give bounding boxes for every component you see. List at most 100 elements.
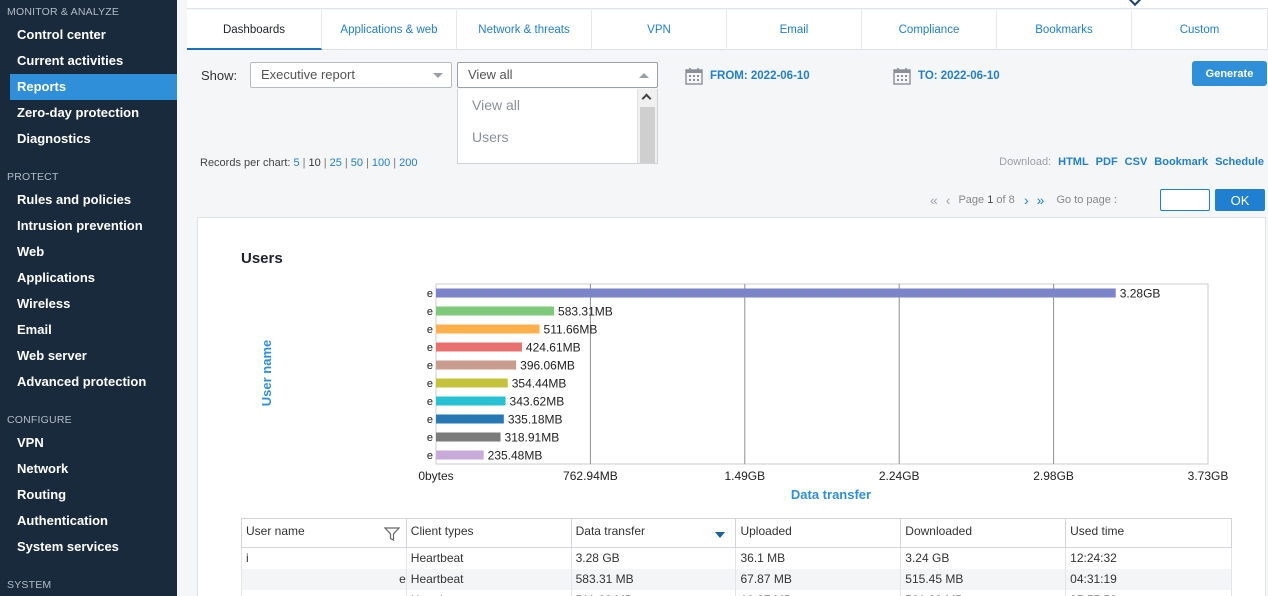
tab-dashboards[interactable]: Dashboards [187, 10, 322, 50]
scrollbar-thumb[interactable] [640, 107, 655, 163]
sidebar-item-control-center[interactable]: Control center [17, 27, 106, 42]
y-tick-label: e [427, 378, 433, 390]
separator: | [366, 157, 369, 169]
column-header-used-time[interactable]: Used time [1065, 518, 1232, 548]
y-tick-label: e [427, 414, 433, 426]
pagination: « ‹ Page 1 of 8 › » Go to page : [930, 190, 1117, 210]
bar[interactable] [436, 324, 540, 334]
download-label: Download: [999, 156, 1052, 168]
cell-user-name: i [241, 547, 407, 569]
sidebar-item-wireless[interactable]: Wireless [17, 296, 71, 311]
view-option-users[interactable]: Users [472, 129, 509, 145]
goto-label: Go to page : [1056, 194, 1117, 206]
report-type-select[interactable]: Executive report [250, 62, 452, 88]
bar-value-label: 511.66MB [544, 323, 598, 337]
sort-descending-icon[interactable] [715, 532, 726, 538]
x-tick-label: 0bytes [418, 469, 453, 483]
bar-value-label: 235.48MB [488, 449, 543, 463]
cell-client-types: Heartbeat [405, 589, 572, 596]
prev-page-icon[interactable]: ‹ [945, 192, 951, 208]
from-date-picker[interactable]: FROM: 2022-06-10 [685, 66, 810, 86]
bar[interactable] [436, 396, 506, 406]
tab-email[interactable]: Email [727, 10, 862, 50]
tab-custom[interactable]: Custom [1132, 10, 1268, 50]
bar[interactable] [436, 432, 501, 442]
records-option-200[interactable]: 200 [399, 157, 418, 169]
sidebar-item-zero-day-protection[interactable]: Zero-day protection [17, 105, 140, 120]
column-header-data-transfer[interactable]: Data transfer [570, 518, 737, 548]
bar[interactable] [436, 450, 484, 460]
sidebar-item-diagnostics[interactable]: Diagnostics [17, 131, 91, 146]
column-header-user-name[interactable]: User name [241, 518, 407, 548]
tab-network-threats[interactable]: Network & threats [457, 10, 592, 50]
sidebar-item-vpn[interactable]: VPN [17, 435, 44, 450]
generate-button[interactable]: Generate [1192, 61, 1267, 86]
filter-icon[interactable] [383, 527, 400, 541]
sidebar-item-web-server[interactable]: Web server [17, 348, 87, 363]
calendar-icon [893, 68, 911, 85]
next-page-icon[interactable]: › [1023, 192, 1029, 208]
report-tabs: Dashboards Applications & web Network & th… [187, 10, 1268, 50]
sidebar-item-rules-and-policies[interactable]: Rules and policies [17, 192, 132, 207]
sidebar-item-reports[interactable]: Reports [10, 74, 177, 100]
bar[interactable] [436, 378, 508, 388]
tab-bookmarks[interactable]: Bookmarks [997, 10, 1132, 50]
table-row[interactable]: Heartbeat511.66 MB10.37 MB501.29 MB05:55… [241, 589, 1232, 596]
users-bar-chart: 0bytes 762.94MB 1.49GB 2.24GB 2.98GB 3.73GB 3.… [259, 283, 1228, 502]
bar[interactable] [436, 360, 517, 370]
bar[interactable] [436, 288, 1116, 298]
cell-uploaded: 10.37 MB [735, 589, 902, 596]
chevron-down-icon[interactable] [1127, 0, 1143, 7]
sidebar-item-routing[interactable]: Routing [17, 487, 67, 502]
sidebar-item-advanced-protection[interactable]: Advanced protection [17, 374, 147, 389]
cell-data-transfer: 511.66 MB [570, 589, 737, 596]
sidebar-item-current-activities[interactable]: Current activities [17, 53, 124, 68]
sidebar-item-system-services[interactable]: System services [17, 539, 119, 554]
chevron-down-icon [433, 73, 443, 78]
tab-applications-web[interactable]: Applications & web [322, 10, 457, 50]
cell-downloaded: 515.45 MB [900, 568, 1067, 590]
to-date-picker[interactable]: TO: 2022-06-10 [893, 66, 1000, 86]
column-header-downloaded[interactable]: Downloaded [900, 518, 1067, 548]
tab-compliance[interactable]: Compliance [862, 10, 997, 50]
records-option-5[interactable]: 5 [293, 157, 300, 169]
view-select[interactable]: View all [457, 62, 658, 88]
column-header-client-types[interactable]: Client types [405, 518, 572, 548]
to-date-label: TO: 2022-06-10 [918, 70, 1000, 82]
column-header-label: Downloaded [905, 524, 973, 538]
table-row[interactable]: e Heartbeat 583.31 MB 67.87 MB 515.45 MB 04:3… [241, 568, 1232, 590]
goto-page-input[interactable] [1160, 189, 1210, 211]
last-page-icon[interactable]: » [1036, 192, 1045, 208]
sidebar-item-network[interactable]: Network [17, 461, 69, 476]
x-tick-label: 2.98GB [1033, 469, 1074, 483]
bar[interactable] [436, 306, 555, 316]
scroll-up-icon[interactable] [641, 93, 652, 104]
download-pdf-link[interactable]: PDF [1095, 156, 1118, 168]
first-page-icon[interactable]: « [930, 192, 938, 208]
x-axis-label: Data transfer [791, 487, 871, 502]
records-option-50[interactable]: 50 [350, 157, 363, 169]
sidebar-item-applications[interactable]: Applications [17, 270, 96, 285]
download-csv-link[interactable]: CSV [1124, 156, 1148, 168]
tab-vpn[interactable]: VPN [592, 10, 727, 50]
sidebar-item-intrusion-prevention[interactable]: Intrusion prevention [17, 218, 143, 233]
top-header-strip [187, 0, 1268, 9]
sidebar-item-web[interactable]: Web [17, 244, 45, 259]
bar[interactable] [436, 414, 504, 424]
download-html-link[interactable]: HTML [1058, 156, 1089, 168]
sidebar-item-email[interactable]: Email [17, 322, 52, 337]
records-option-10[interactable]: 10 [308, 157, 321, 169]
table-row[interactable]: i Heartbeat 3.28 GB 36.1 MB 3.24 GB 12:24:32 [241, 547, 1232, 569]
ok-button[interactable]: OK [1215, 189, 1265, 211]
records-option-25[interactable]: 25 [329, 157, 342, 169]
bar-value-label: 343.62MB [510, 395, 565, 409]
download-schedule-link[interactable]: Schedule [1215, 156, 1264, 168]
column-header-uploaded[interactable]: Uploaded [735, 518, 902, 548]
bar[interactable] [436, 342, 522, 352]
records-option-100[interactable]: 100 [371, 157, 391, 169]
sidebar-item-authentication[interactable]: Authentication [17, 513, 108, 528]
download-bookmark-link[interactable]: Bookmark [1154, 156, 1209, 168]
dropdown-scrollbar[interactable] [637, 89, 657, 163]
cell-user-name [241, 589, 407, 596]
view-option-view-all[interactable]: View all [472, 97, 520, 113]
